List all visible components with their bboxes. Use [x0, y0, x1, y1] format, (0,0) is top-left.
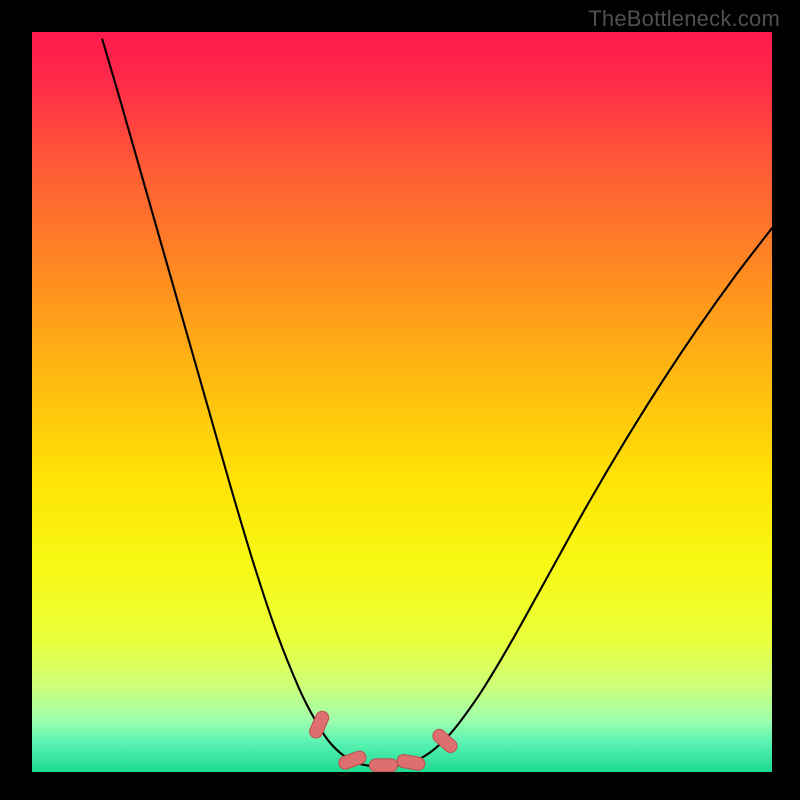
watermark-text: TheBottleneck.com: [588, 6, 780, 32]
plot-background: [32, 32, 772, 772]
bottleneck-chart: [0, 0, 800, 800]
curve-marker: [370, 759, 398, 772]
